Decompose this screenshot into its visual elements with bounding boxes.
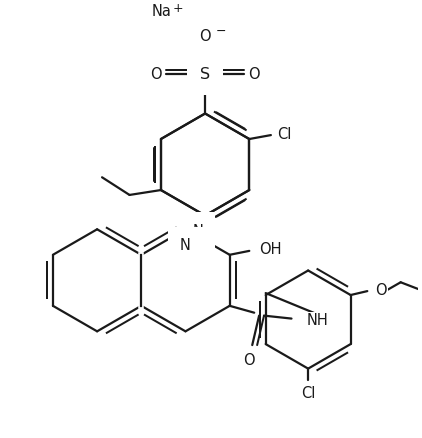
- Text: N: N: [180, 238, 191, 254]
- Text: Cl: Cl: [301, 386, 315, 401]
- Text: OH: OH: [259, 242, 281, 258]
- Text: O: O: [199, 29, 211, 45]
- Text: Na: Na: [151, 4, 171, 19]
- Text: NH: NH: [306, 313, 328, 328]
- Text: O: O: [150, 67, 162, 82]
- Text: N: N: [193, 224, 204, 239]
- Text: S: S: [200, 67, 210, 82]
- Text: O: O: [249, 67, 260, 82]
- Text: O: O: [375, 283, 387, 298]
- Text: O: O: [243, 353, 255, 368]
- Text: −: −: [216, 25, 227, 38]
- Text: Cl: Cl: [277, 127, 291, 141]
- Text: +: +: [173, 2, 183, 15]
